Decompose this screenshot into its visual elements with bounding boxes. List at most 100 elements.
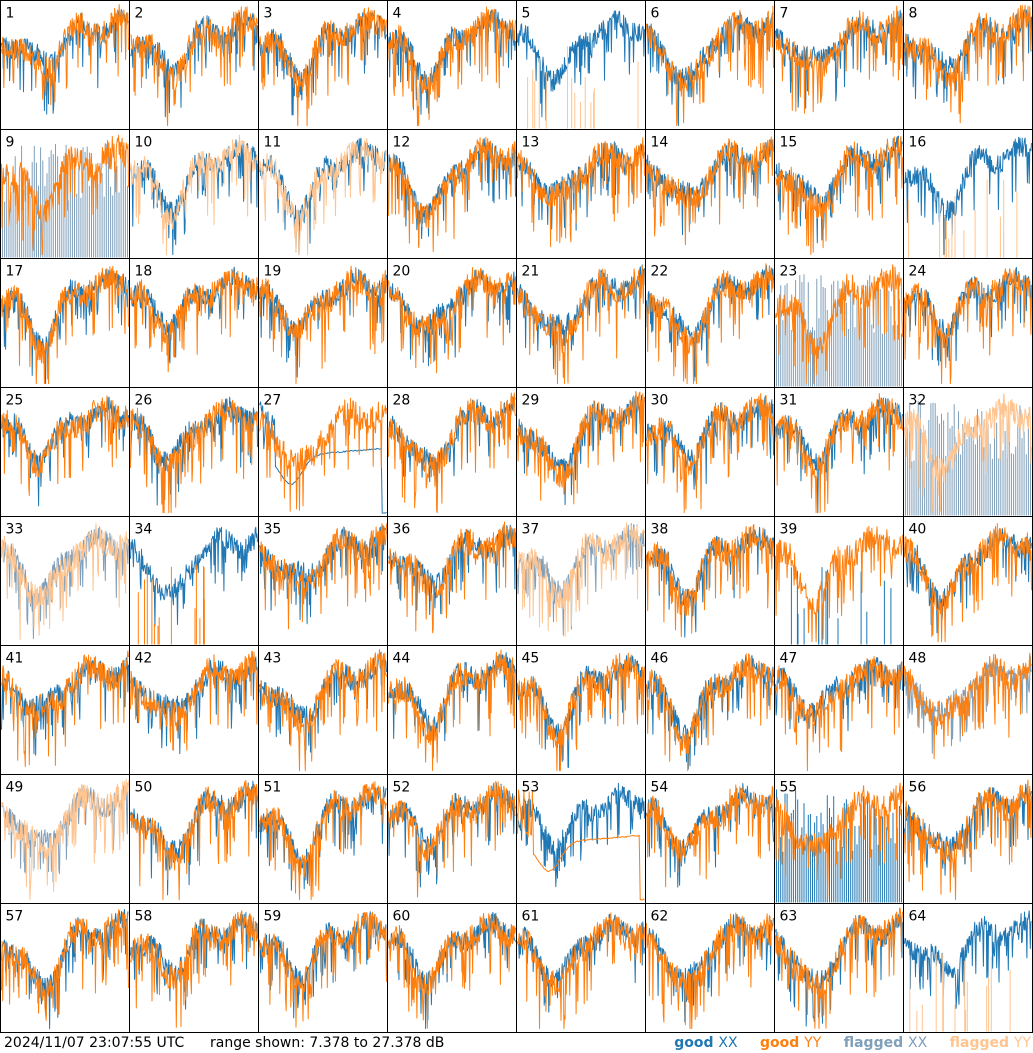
panel-19-plot <box>259 265 387 385</box>
panel-9: 9 <box>0 129 130 259</box>
panel-54-yy-line <box>646 784 774 888</box>
panel-36-yy-line <box>388 521 516 634</box>
panel-26-label: 26 <box>135 393 153 409</box>
panel-62-label: 62 <box>651 909 669 925</box>
panel-55: 55 <box>774 774 904 904</box>
panel-41-plot <box>1 650 129 767</box>
legend-good-xx-status: good <box>674 1035 714 1051</box>
panel-2-plot <box>130 6 258 127</box>
panel-63-plot <box>775 907 903 1030</box>
panel-20-yy-line <box>388 267 516 374</box>
panel-18-yy-line <box>130 267 258 373</box>
panel-41-label: 41 <box>6 651 24 667</box>
panel-24-plot <box>904 267 1032 385</box>
panel-53-xx-line <box>517 782 645 888</box>
panel-58-label: 58 <box>135 909 153 925</box>
panel-23-yy-line <box>775 264 903 385</box>
panel-32-yy-line <box>904 393 1032 514</box>
panel-39-plot <box>775 525 903 645</box>
panel-10: 10 <box>129 129 259 259</box>
panel-40-plot <box>904 523 1032 643</box>
panel-17-yy-line <box>1 265 129 385</box>
panel-10-label: 10 <box>135 135 153 151</box>
panel-6-yy-line <box>646 5 774 127</box>
panel-39-xx-line <box>790 567 892 645</box>
panel-16: 16 <box>903 129 1033 259</box>
legend-good-xx: good XX <box>674 1033 737 1053</box>
panel-7-label: 7 <box>780 6 789 22</box>
panel-64: 64 <box>903 903 1033 1033</box>
panel-5-xx-line <box>517 10 645 121</box>
panel-49-plot <box>1 779 129 901</box>
panel-37: 37 <box>516 516 646 646</box>
panel-4: 4 <box>387 0 517 130</box>
panel-49-label: 49 <box>6 780 24 796</box>
legend-good-yy: good YY <box>760 1033 821 1053</box>
panel-22-yy-line <box>646 263 774 385</box>
panel-28: 28 <box>387 387 517 517</box>
panel-32-plot <box>904 393 1032 516</box>
panel-52: 52 <box>387 774 517 904</box>
panel-6-plot <box>646 5 774 127</box>
panel-45-label: 45 <box>522 651 540 667</box>
panel-47-yy-line <box>775 656 903 772</box>
panel-35: 35 <box>258 516 388 646</box>
panel-60-plot <box>388 911 516 1030</box>
panel-36-label: 36 <box>393 522 411 538</box>
legend-flagged-xx-status: flagged <box>843 1035 904 1051</box>
panel-56-label: 56 <box>909 780 927 796</box>
panel-13-label: 13 <box>522 135 540 151</box>
panel-36: 36 <box>387 516 517 646</box>
panel-34: 34 <box>129 516 259 646</box>
panel-64-yy-line <box>909 953 1011 1032</box>
panel-20-label: 20 <box>393 264 411 280</box>
panel-53-plot <box>517 782 645 901</box>
panel-3-plot <box>259 7 387 127</box>
panel-63-label: 63 <box>780 909 798 925</box>
panel-33: 33 <box>0 516 130 646</box>
panel-43-yy-line <box>259 648 387 772</box>
panel-27-label: 27 <box>264 393 282 409</box>
panel-53-label: 53 <box>522 780 540 796</box>
panel-26: 26 <box>129 387 259 517</box>
panel-49-yy-line <box>1 779 129 901</box>
panel-59: 59 <box>258 903 388 1033</box>
panel-53-yy-line <box>517 789 645 901</box>
panel-25-plot <box>1 395 129 507</box>
panel-29-yy-line <box>517 391 645 505</box>
panel-1-label: 1 <box>6 6 15 22</box>
panel-22: 22 <box>645 258 775 388</box>
panel-55-yy-line <box>775 782 903 899</box>
panel-58-yy-line <box>130 910 258 1028</box>
panel-23-plot <box>775 264 903 387</box>
panel-14-plot <box>646 136 774 246</box>
panel-8: 8 <box>903 0 1033 130</box>
panel-11: 11 <box>258 129 388 259</box>
panel-5-label: 5 <box>522 6 531 22</box>
panel-6-label: 6 <box>651 6 660 22</box>
panel-38: 38 <box>645 516 775 646</box>
panel-46-plot <box>646 653 774 772</box>
panel-32: 32 <box>903 387 1033 517</box>
panel-29-label: 29 <box>522 393 540 409</box>
panel-27: 27 <box>258 387 388 517</box>
panel-49: 49 <box>0 774 130 904</box>
panel-8-yy-line <box>904 4 1032 124</box>
panel-31-yy-line <box>775 393 903 514</box>
panel-41-yy-line <box>1 650 129 767</box>
panel-51-label: 51 <box>264 780 282 796</box>
legend-good-xx-pol: XX <box>718 1035 738 1051</box>
panel-24-label: 24 <box>909 264 927 280</box>
panel-55-plot <box>775 782 903 903</box>
panel-54-label: 54 <box>651 780 669 796</box>
panel-48-plot <box>904 652 1032 760</box>
panel-15-yy-line <box>775 136 903 256</box>
panel-2-label: 2 <box>135 6 144 22</box>
panel-2-yy-line <box>130 6 258 127</box>
panel-29: 29 <box>516 387 646 517</box>
footer-bar: 2024/11/07 23:07:55 UTC range shown: 7.3… <box>0 1033 1033 1053</box>
panel-57-plot <box>1 909 129 1030</box>
legend-good-yy-pol: YY <box>804 1035 822 1051</box>
panel-10-xx-line <box>130 139 258 256</box>
panel-31-xx-line <box>775 397 903 514</box>
